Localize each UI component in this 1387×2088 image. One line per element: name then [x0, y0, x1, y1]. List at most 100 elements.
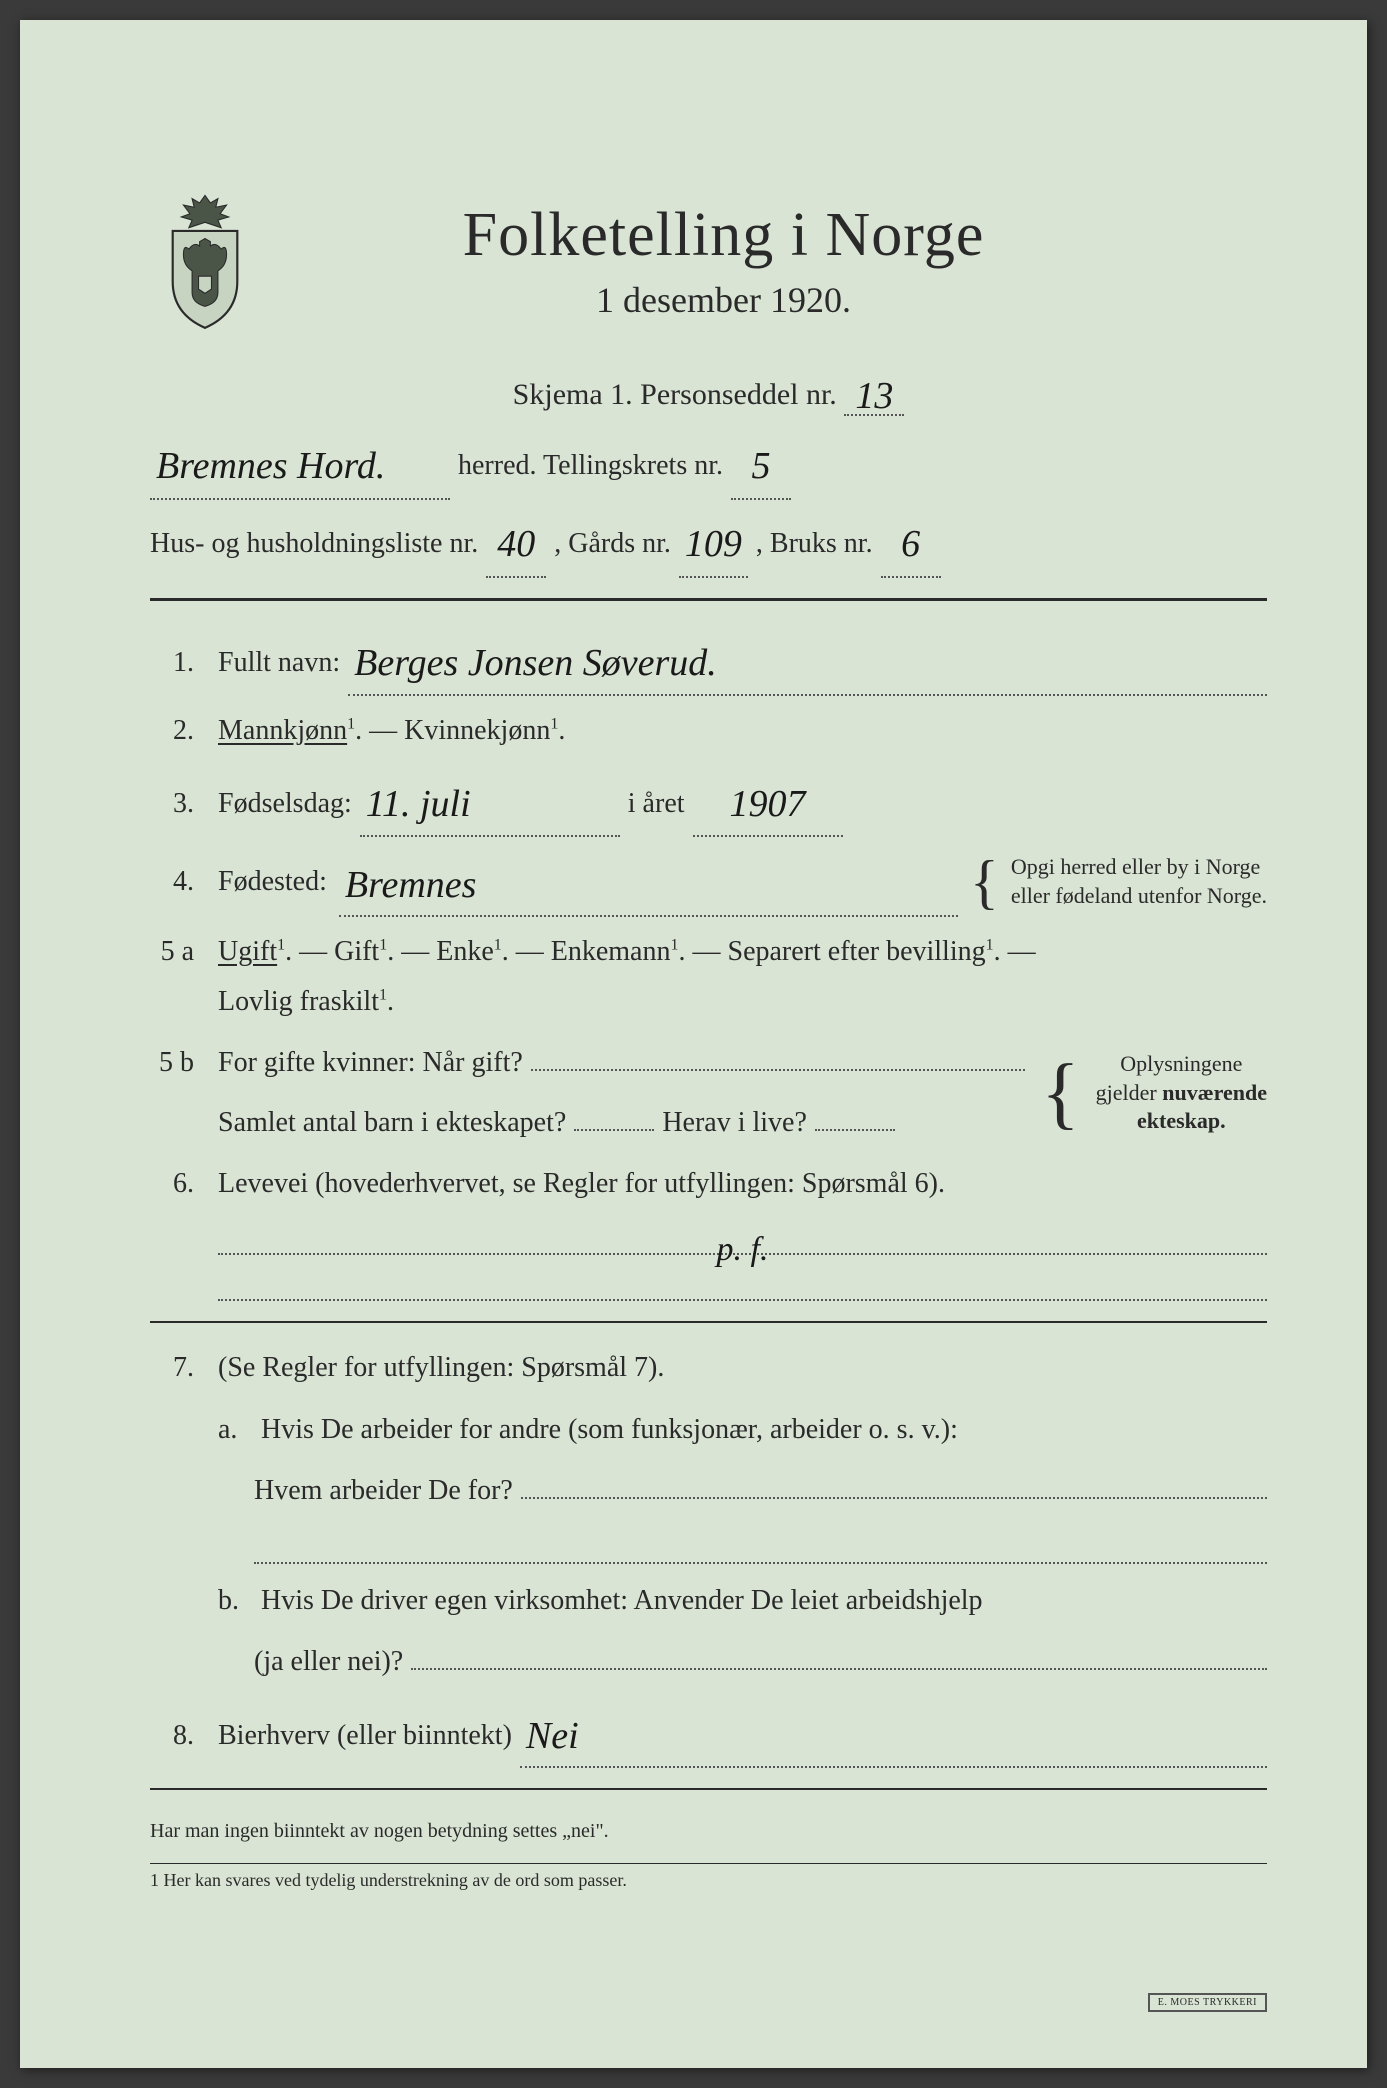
brace-icon: { — [1041, 1061, 1079, 1125]
bruks-nr: 6 — [901, 508, 920, 580]
q7a-letter: a. — [218, 1403, 254, 1456]
header: Folketelling i Norge 1 desember 1920. — [150, 200, 1267, 330]
q5a: 5 a Ugift1. — Gift1. — Enke1. — Enkemann… — [150, 927, 1267, 1028]
herred-label: herred. Tellingskrets nr. — [458, 439, 723, 492]
hus-nr: 40 — [497, 508, 535, 580]
bruks-label: , Bruks nr. — [756, 517, 873, 570]
q7-num: 7. — [150, 1343, 194, 1393]
q5b-barn-label: Samlet antal barn i ekteskapet? — [218, 1098, 566, 1148]
q7b: b. Hvis De driver egen virksomhet: Anven… — [218, 1574, 1267, 1688]
q6-field1: p. f. — [218, 1215, 1267, 1255]
main-title: Folketelling i Norge — [290, 200, 1157, 271]
tellingskrets-nr: 5 — [752, 430, 771, 502]
q6-value: p. f. — [717, 1219, 769, 1280]
q5a-num: 5 a — [150, 927, 194, 977]
q2: 2. Mannkjønn1. — Kvinnekjønn1. — [150, 706, 1267, 756]
footnote: Har man ingen biinntekt av nogen betydni… — [150, 1820, 1267, 1843]
q5a-separert: Separert efter bevilling — [728, 936, 986, 967]
q1-field: Berges Jonsen Søverud. — [348, 625, 1267, 695]
q4-value: Bremnes — [345, 851, 477, 919]
herred-line: Bremnes Hord. herred. Tellingskrets nr. … — [150, 426, 1267, 500]
q2-kvinne: Kvinnekjønn — [404, 715, 550, 746]
q1-label: Fullt navn: — [218, 638, 340, 688]
q7b-field — [411, 1668, 1267, 1670]
q4-note: Opgi herred eller by i Norge eller fødel… — [1011, 853, 1267, 910]
q7a-field — [521, 1497, 1267, 1499]
q5b-num: 5 b — [150, 1038, 194, 1088]
tellingskrets-field: 5 — [731, 426, 791, 500]
q3-day: 11. juli — [366, 770, 471, 838]
q5b: 5 b For gifte kvinner: Når gift? Samlet … — [150, 1038, 1267, 1149]
gards-label: , Gårds nr. — [554, 517, 671, 570]
hus-label: Hus- og husholdningsliste nr. — [150, 517, 478, 570]
q5b-gifte-label: For gifte kvinner: Når gift? — [218, 1038, 523, 1088]
q7a-line2: Hvem arbeider De for? — [254, 1464, 513, 1517]
q5b-barn-field — [574, 1129, 654, 1131]
personseddel-nr: 13 — [855, 374, 893, 418]
q4: 4. Fødested: Bremnes { Opgi herred eller… — [150, 847, 1267, 917]
personseddel-nr-field: 13 — [844, 370, 904, 416]
q5b-note1: Oplysningene — [1096, 1050, 1267, 1079]
q7a: a. Hvis De arbeider for andre (som funks… — [218, 1403, 1267, 1563]
q4-num: 4. — [150, 857, 194, 907]
q6-num: 6. — [150, 1159, 194, 1209]
census-form-page: Folketelling i Norge 1 desember 1920. Sk… — [20, 20, 1367, 2068]
bruks-nr-field: 6 — [881, 504, 941, 578]
q5b-note3: ekteskap. — [1137, 1108, 1226, 1133]
q3-num: 3. — [150, 779, 194, 829]
q2-num: 2. — [150, 706, 194, 756]
subtitle: 1 desember 1920. — [290, 279, 1157, 321]
title-block: Folketelling i Norge 1 desember 1920. — [290, 200, 1267, 321]
q8: 8. Bierhverv (eller biinntekt) Nei — [150, 1698, 1267, 1768]
q7: 7. (Se Regler for utfyllingen: Spørsmål … — [150, 1343, 1267, 1393]
q7-label: (Se Regler for utfyllingen: Spørsmål 7). — [218, 1352, 664, 1383]
q8-num: 8. — [150, 1711, 194, 1761]
q1-value: Berges Jonsen Søverud. — [354, 629, 717, 697]
q3: 3. Fødselsdag: 11. juli i året 1907 — [150, 766, 1267, 836]
q5b-gifte-field — [531, 1069, 1025, 1071]
divider — [150, 598, 1267, 601]
q5a-enke: Enke — [436, 936, 494, 967]
q3-day-field: 11. juli — [360, 766, 620, 836]
q5b-herav-field — [815, 1129, 895, 1131]
skjema-label: Skjema 1. Personseddel nr. — [513, 378, 837, 411]
q3-year: 1907 — [730, 770, 806, 838]
q7b-letter: b. — [218, 1574, 254, 1627]
divider — [150, 1788, 1267, 1790]
q3-year-field: 1907 — [693, 766, 843, 836]
q2-mann: Mannkjønn — [218, 715, 347, 746]
skjema-line: Skjema 1. Personseddel nr. 13 — [150, 370, 1267, 416]
divider — [150, 1321, 1267, 1323]
q5b-herav-label: Herav i live? — [662, 1098, 807, 1148]
q5a-lovlig: Lovlig fraskilt — [218, 986, 379, 1017]
q5a-enkemann: Enkemann — [551, 936, 671, 967]
brace-icon: { — [970, 858, 999, 906]
q6: 6. Levevei (hovederhvervet, se Regler fo… — [150, 1159, 1267, 1301]
q2-sup1: 1 — [347, 715, 355, 732]
q8-label: Bierhverv (eller biinntekt) — [218, 1711, 512, 1761]
q7a-line1: Hvis De arbeider for andre (som funksjon… — [261, 1414, 958, 1445]
q7b-line1: Hvis De driver egen virksomhet: Anvender… — [261, 1585, 983, 1616]
q2-sep: — — [369, 715, 404, 746]
q8-field: Nei — [520, 1698, 1267, 1768]
q7b-line2: (ja eller nei)? — [254, 1635, 403, 1688]
hus-nr-field: 40 — [486, 504, 546, 578]
gards-nr: 109 — [685, 508, 742, 580]
printer-stamp: E. MOES TRYKKERI — [1148, 1993, 1267, 2012]
q8-value: Nei — [526, 1702, 579, 1770]
herred-value: Bremnes Hord. — [156, 430, 385, 502]
q4-note1: Opgi herred eller by i Norge — [1011, 853, 1267, 882]
q5b-note2b: nuværende — [1162, 1080, 1267, 1105]
herred-field: Bremnes Hord. — [150, 426, 450, 500]
q6-label: Levevei (hovederhvervet, se Regler for u… — [218, 1168, 945, 1199]
q4-field: Bremnes — [339, 847, 958, 917]
q4-note2: eller fødeland utenfor Norge. — [1011, 882, 1267, 911]
q5a-ugift: Ugift — [218, 936, 277, 967]
footnote-rule: 1 Her kan svares ved tydelig understrekn… — [150, 1863, 1267, 1891]
q4-label: Fødested: — [218, 857, 327, 907]
gards-nr-field: 109 — [679, 504, 748, 578]
q7a-field2 — [254, 1524, 1267, 1564]
q1-num: 1. — [150, 638, 194, 688]
q3-label: Fødselsdag: — [218, 779, 352, 829]
q5a-gift: Gift — [334, 936, 379, 967]
